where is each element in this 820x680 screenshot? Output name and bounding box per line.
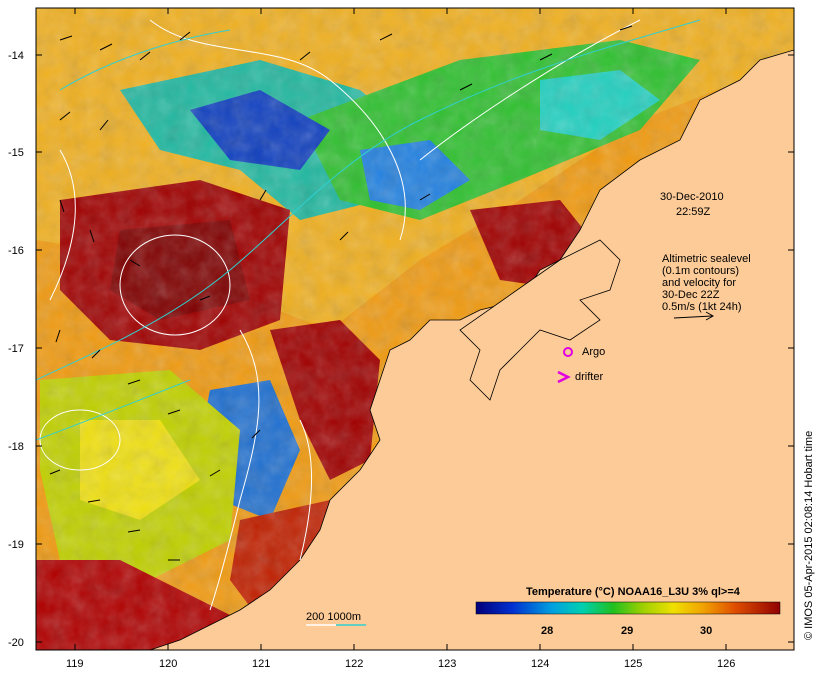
y-tick-label: -18 <box>8 441 24 453</box>
y-axis: -14 -15 -16 -17 -18 -19 -20 <box>8 50 794 649</box>
drifter-marker <box>557 370 571 384</box>
altimetry-legend: Altimetric sealevel (0.1m contours) and … <box>662 253 751 321</box>
x-axis: 119 120 121 122 123 124 125 126 <box>66 8 735 670</box>
x-tick-label: 119 <box>66 658 84 670</box>
x-tick-label: 122 <box>345 658 363 670</box>
altimetry-line: 0.5m/s (1kt 24h) <box>662 301 741 313</box>
y-tick-label: -17 <box>8 343 24 355</box>
map-time: 22:59Z <box>676 206 711 218</box>
y-tick-label: -14 <box>8 50 24 62</box>
x-tick-label: 124 <box>531 658 549 670</box>
argo-marker <box>563 347 573 357</box>
y-tick-label: -19 <box>8 539 24 551</box>
plot-frame <box>35 7 795 651</box>
y-tick-label: -16 <box>8 245 24 257</box>
velocity-scale-arrow <box>673 315 713 319</box>
credit-text: © IMOS 05-Apr-2015 02:08:14 Hobart time <box>803 431 815 640</box>
colorbar-tick: 28 <box>541 625 553 637</box>
altimetry-line: (0.1m contours) <box>662 265 739 277</box>
x-tick-label: 125 <box>624 658 642 670</box>
map-plot-area <box>36 8 794 650</box>
altimetry-line: 30-Dec 22Z <box>662 289 720 301</box>
velocity-scale-arrowhead <box>705 311 715 321</box>
isobaths <box>36 19 701 441</box>
altimetry-line: Altimetric sealevel <box>662 253 751 265</box>
velocity-vectors <box>49 25 633 561</box>
colorbar-tick: 30 <box>700 625 712 637</box>
x-tick-label: 123 <box>438 658 456 670</box>
map-date: 30-Dec-2010 <box>660 191 724 203</box>
x-tick-label: 121 <box>252 658 270 670</box>
altimetry-line: and velocity for <box>662 277 736 289</box>
y-tick-label: -20 <box>8 637 24 649</box>
sealevel-contours <box>39 19 641 611</box>
x-tick-label: 120 <box>159 658 177 670</box>
land-mass <box>149 49 794 650</box>
x-tick-label: 126 <box>717 658 735 670</box>
drifter-label: drifter <box>575 371 603 383</box>
colorbar-title: Temperature (°C) NOAA16_L3U 3% ql>=4 <box>526 586 741 598</box>
y-tick-label: -15 <box>8 147 24 159</box>
isobath-label: 200 1000m <box>306 611 361 623</box>
argo-label: Argo <box>582 346 605 358</box>
colorbar: Temperature (°C) NOAA16_L3U 3% ql>=4 28 … <box>475 586 781 637</box>
colorbar-tick: 29 <box>621 625 633 637</box>
colorbar-gradient <box>475 601 781 615</box>
